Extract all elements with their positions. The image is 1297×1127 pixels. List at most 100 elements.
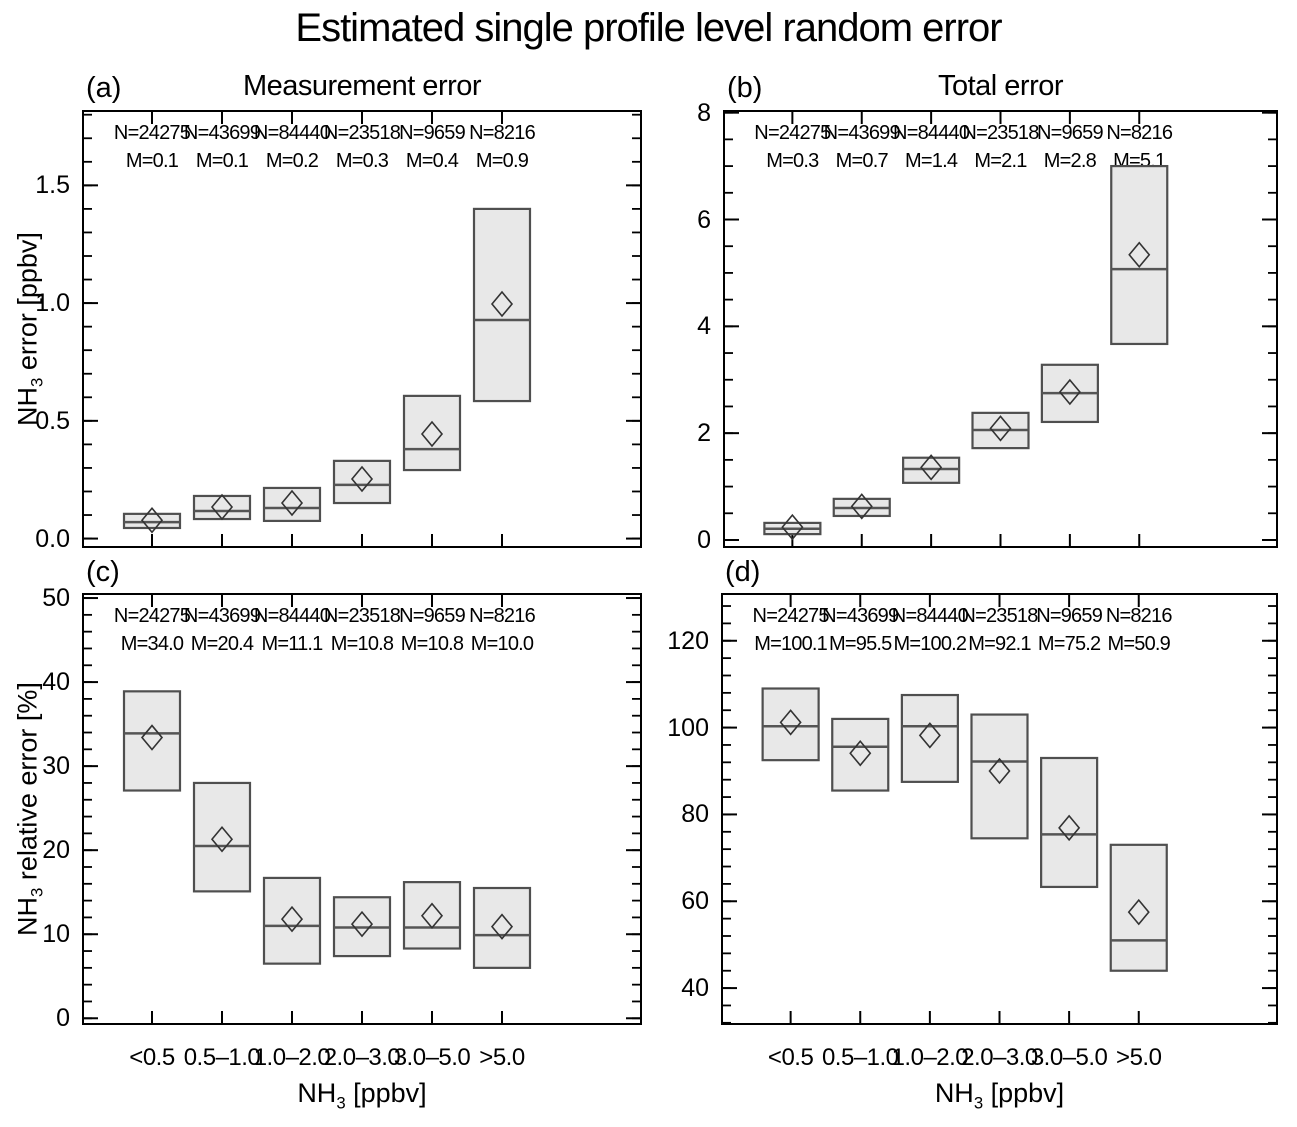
y-tick-label: 8 — [697, 98, 711, 127]
sample-count-annotation: N=23518 — [324, 605, 401, 627]
x-axis-title-subscript: 3 — [973, 1093, 984, 1113]
mean-diamond — [781, 513, 804, 541]
x-tick-label: 1.0–2.0 — [891, 1044, 969, 1071]
x-tick-label: 1.0–2.0 — [253, 1044, 331, 1071]
box — [761, 687, 820, 762]
plot-frame — [721, 593, 1278, 1025]
mean-diamond — [779, 709, 802, 736]
y-tick-label: 0 — [56, 1004, 70, 1033]
median-annotation: M=50.9 — [1108, 633, 1171, 655]
box — [831, 717, 890, 792]
median-annotation: M=0.1 — [196, 150, 249, 172]
y-tick-label: 1.5 — [35, 171, 70, 200]
y-tick-label: 50 — [42, 584, 70, 613]
box — [1040, 756, 1099, 889]
panel-d-label: (d) — [725, 556, 761, 588]
box — [472, 207, 532, 403]
panel-a-label: (a) — [86, 72, 122, 104]
sample-count-annotation: N=84440 — [893, 122, 970, 144]
sample-count-annotation: N=8216 — [1106, 122, 1172, 144]
sample-count-annotation: N=23518 — [961, 605, 1038, 627]
mean-diamond — [280, 905, 304, 933]
x-tick-label: >5.0 — [1116, 1044, 1162, 1071]
median-annotation: M=10.8 — [401, 633, 464, 655]
sample-count-annotation: N=8216 — [469, 605, 535, 627]
x-tick-label: >5.0 — [479, 1044, 525, 1071]
median-annotation: M=10.0 — [471, 633, 534, 655]
median-annotation: M=11.1 — [262, 633, 324, 655]
sample-count-annotation: N=8216 — [469, 122, 535, 144]
mean-diamond — [280, 489, 304, 517]
sample-count-annotation: N=9659 — [399, 605, 465, 627]
mean-diamond — [849, 739, 872, 767]
mean-diamond — [918, 722, 941, 749]
panel-a-y-axis-title: NH3 error [ppbv] — [12, 232, 47, 426]
median-annotation: M=2.1 — [974, 150, 1027, 172]
median-annotation: M=92.1 — [968, 633, 1031, 655]
box — [970, 713, 1029, 840]
box — [900, 693, 959, 783]
y-tick-label: 2 — [697, 419, 711, 448]
sample-count-annotation: N=24275 — [754, 122, 831, 144]
plot-frame — [82, 110, 642, 548]
panel-c-label: (c) — [86, 556, 120, 588]
panel-c-plot: N=24275M=34.0N=43699M=20.4N=84440M=11.1N… — [82, 593, 642, 1025]
median-annotation: M=0.1 — [126, 150, 179, 172]
plot-frame — [723, 110, 1278, 548]
median-annotation: M=10.8 — [331, 633, 394, 655]
mean-diamond — [140, 506, 164, 534]
y-tick-label: 0 — [697, 525, 711, 554]
x-tick-label: 0.5–1.0 — [183, 1044, 261, 1071]
y-tick-label: 0.0 — [35, 524, 70, 553]
mean-diamond — [1127, 898, 1150, 926]
box — [1110, 164, 1169, 346]
box — [402, 881, 462, 950]
x-tick-label: 2.0–3.0 — [323, 1044, 401, 1071]
y-tick-label: 20 — [42, 836, 70, 865]
x-axis-title-subscript: 3 — [336, 1093, 346, 1113]
sample-count-annotation: N=24275 — [114, 605, 191, 627]
median-annotation: M=34.0 — [121, 633, 184, 655]
median-annotation: M=0.2 — [266, 150, 319, 172]
sample-count-annotation: N=8216 — [1106, 605, 1172, 627]
mean-diamond — [140, 724, 164, 751]
median-annotation: M=20.4 — [191, 633, 254, 655]
panel-b-plot: N=24275 M=0.3N=43699 M=0.7N=84440 M=1.4N=23… — [723, 110, 1278, 548]
sample-count-annotation: N=84440 — [892, 605, 969, 627]
mean-diamond — [850, 493, 873, 520]
median-annotation: M=0.4 — [406, 150, 459, 172]
y-tick-label: 1.0 — [35, 289, 70, 318]
mean-diamond — [490, 913, 514, 940]
mean-diamond — [210, 493, 234, 521]
mean-diamond — [420, 902, 444, 929]
mean-diamond — [210, 826, 234, 853]
mean-diamond — [490, 290, 514, 318]
box — [192, 781, 252, 893]
x-axis-title-text: NH — [934, 1078, 974, 1108]
sample-count-annotation: N=43699 — [822, 605, 899, 627]
sample-count-annotation: N=9659 — [399, 122, 465, 144]
y-tick-label: 4 — [697, 312, 711, 341]
panel-a-title: Measurement error — [242, 70, 482, 102]
box — [472, 886, 532, 969]
x-tick-label: 2.0–3.0 — [961, 1044, 1038, 1071]
mean-diamond — [988, 757, 1011, 785]
panel-c-y-axis-title: NH3 relative error [%] — [12, 682, 47, 936]
y-tick-label: 80 — [681, 800, 709, 829]
y-tick-label: 6 — [697, 205, 711, 234]
median-annotation: M=0.3 — [766, 150, 819, 172]
x-axis-title-text: [ppbv] — [983, 1078, 1065, 1108]
x-tick-label: <0.5 — [129, 1044, 175, 1071]
y-axis-title-subscript: 3 — [27, 377, 47, 387]
panel-d-x-axis-title: NH3 [ppbv] — [721, 1078, 1278, 1113]
mean-diamond — [989, 415, 1012, 442]
box — [1109, 843, 1168, 972]
box — [332, 459, 392, 505]
y-tick-label: 100 — [667, 713, 709, 742]
x-axis-title-text: NH — [297, 1078, 337, 1108]
mean-diamond — [420, 420, 444, 448]
mean-diamond — [350, 910, 374, 938]
median-annotation: M=0.3 — [336, 150, 389, 172]
median-annotation: M=1.4 — [905, 150, 958, 172]
